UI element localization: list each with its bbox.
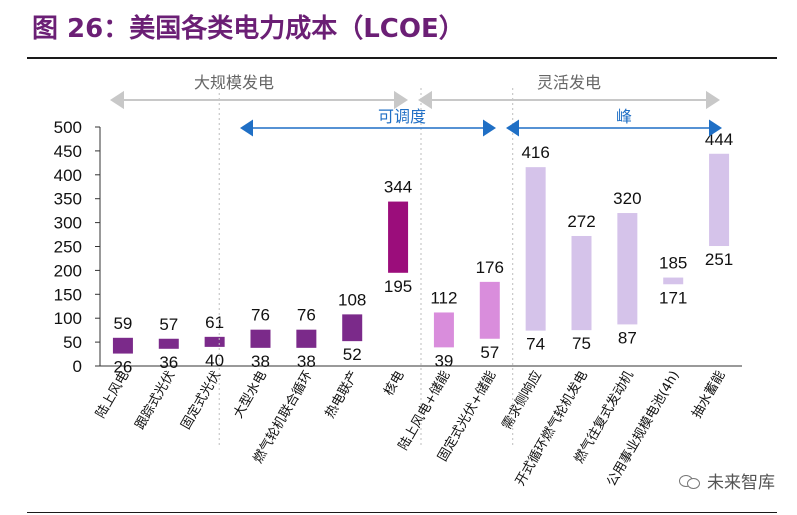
wechat-logo-icon bbox=[679, 473, 701, 489]
data-label-low: 36 bbox=[159, 353, 178, 372]
arrow-head-left bbox=[110, 90, 124, 110]
data-label-high: 57 bbox=[159, 315, 178, 334]
y-tick-label: 150 bbox=[54, 285, 82, 304]
data-label-low: 74 bbox=[526, 335, 545, 354]
category-label: 需求侧响应 bbox=[499, 368, 545, 432]
y-axis: 0 50 100 150 200 250 300 350 400 450 500 bbox=[54, 118, 742, 376]
bar-range bbox=[250, 329, 271, 348]
flexible-label: 灵活发电 bbox=[537, 73, 601, 92]
bar-range bbox=[158, 338, 179, 349]
category-label: 核电 bbox=[382, 369, 408, 399]
dispatchable-arrow bbox=[240, 119, 496, 137]
y-tick-label: 200 bbox=[54, 261, 82, 280]
arrow-head-left bbox=[418, 90, 432, 110]
arrow-head-left bbox=[506, 119, 519, 137]
bar-range bbox=[342, 314, 363, 342]
data-label-high: 61 bbox=[205, 313, 224, 332]
data-label-low: 40 bbox=[205, 351, 224, 370]
bar-range bbox=[204, 336, 225, 347]
bar-range bbox=[296, 329, 317, 348]
y-tick-label: 500 bbox=[54, 118, 82, 137]
watermark: 未来智库 bbox=[679, 468, 775, 493]
category-label: 大型水电 bbox=[231, 369, 270, 422]
data-label-high: 176 bbox=[476, 258, 504, 277]
bottom-rule bbox=[27, 512, 777, 513]
category-label: 跟踪式光伏 bbox=[133, 369, 178, 433]
bar-range bbox=[571, 235, 592, 331]
data-label-high: 76 bbox=[251, 306, 270, 325]
data-label-low: 39 bbox=[434, 351, 453, 370]
y-tick-label: 400 bbox=[54, 166, 82, 185]
bar-range bbox=[525, 167, 546, 331]
bar-range bbox=[112, 337, 133, 354]
y-tick-label: 350 bbox=[54, 190, 82, 209]
data-label-low: 52 bbox=[343, 345, 362, 364]
dispatchable-label: 可调度 bbox=[378, 107, 426, 126]
flexible-arrow bbox=[418, 90, 720, 110]
peak-label: 峰 bbox=[616, 107, 632, 126]
data-label-high: 185 bbox=[659, 254, 687, 273]
bar-range bbox=[433, 312, 454, 348]
data-label-low: 87 bbox=[618, 328, 637, 347]
data-label-high: 76 bbox=[297, 306, 316, 325]
data-label-high: 108 bbox=[338, 290, 366, 309]
y-tick-label: 100 bbox=[54, 309, 82, 328]
arrow-head-right bbox=[709, 119, 722, 137]
data-label-low: 195 bbox=[384, 277, 412, 296]
y-tick-label: 250 bbox=[54, 238, 82, 257]
data-label-low: 26 bbox=[113, 358, 132, 377]
data-label-high: 320 bbox=[613, 189, 641, 208]
category-label: 抽水蓄能 bbox=[690, 369, 729, 422]
y-tick-label: 50 bbox=[63, 333, 82, 352]
data-label-low: 251 bbox=[705, 250, 733, 269]
arrow-head-left bbox=[240, 119, 253, 137]
bar-range bbox=[709, 153, 730, 247]
data-label-high: 112 bbox=[430, 288, 457, 307]
data-label-low: 57 bbox=[480, 343, 499, 362]
arrow-head-right bbox=[706, 90, 720, 110]
data-label-high: 344 bbox=[384, 178, 412, 197]
data-label-low: 75 bbox=[572, 334, 591, 353]
data-labels: 59 26 57 36 61 40 76 38 76 38 108 52 344 195 112 39 176 5… bbox=[113, 130, 733, 377]
peak-arrow bbox=[506, 119, 722, 137]
data-label-high: 272 bbox=[567, 212, 595, 231]
y-tick-label: 300 bbox=[54, 214, 82, 233]
data-label-low: 38 bbox=[251, 352, 270, 371]
data-label-low: 38 bbox=[297, 352, 316, 371]
top-rule bbox=[27, 57, 777, 59]
large-scale-label: 大规模发电 bbox=[194, 73, 274, 92]
bar-range bbox=[479, 281, 500, 339]
large-scale-arrow bbox=[110, 90, 408, 110]
y-tick-label: 0 bbox=[73, 357, 82, 376]
arrow-head-right bbox=[483, 119, 496, 137]
bar-range bbox=[617, 213, 638, 325]
chart-title: 图 26：美国各类电力成本（LCOE） bbox=[32, 14, 465, 44]
data-label-high: 59 bbox=[113, 314, 132, 333]
data-label-low: 171 bbox=[659, 288, 687, 307]
category-label: 固定式光伏 bbox=[179, 369, 224, 433]
data-label-high: 416 bbox=[521, 143, 549, 162]
data-label-high: 444 bbox=[705, 130, 733, 149]
category-label: 热电联产 bbox=[323, 369, 362, 422]
y-tick-label: 450 bbox=[54, 142, 82, 161]
category-label: 陆上风电 bbox=[93, 368, 133, 421]
bars bbox=[112, 153, 730, 354]
watermark-text: 未来智库 bbox=[707, 473, 775, 493]
arrow-head-right bbox=[394, 90, 408, 110]
bar-range bbox=[388, 201, 409, 273]
bar-range bbox=[663, 277, 684, 285]
